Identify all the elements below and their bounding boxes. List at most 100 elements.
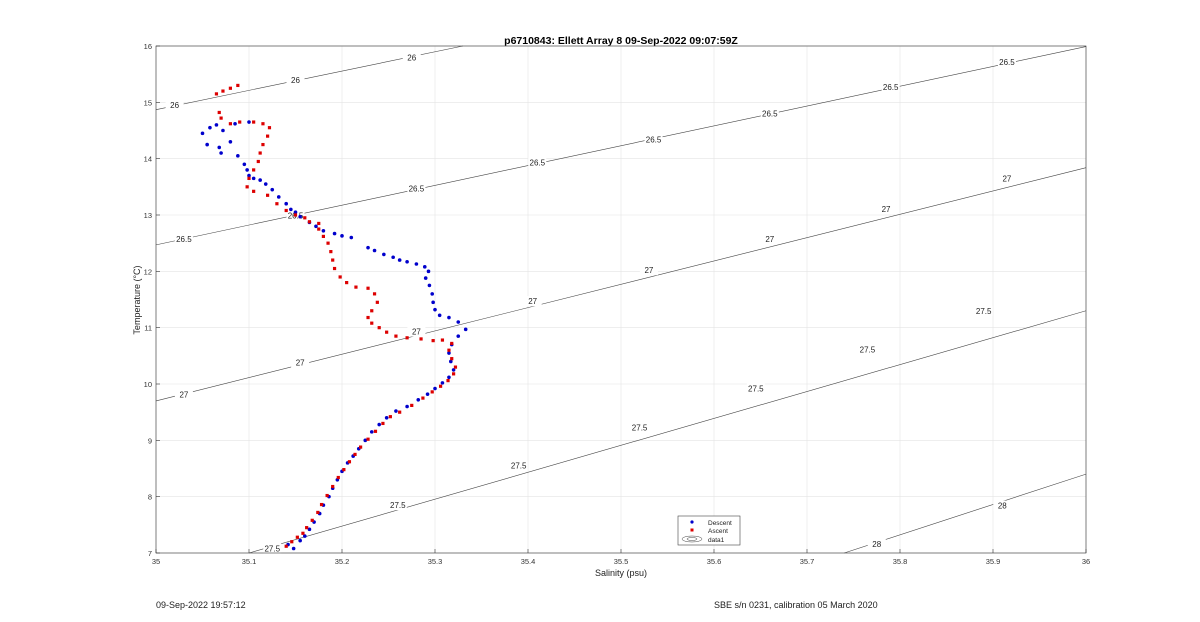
ascent-point	[366, 437, 370, 441]
descent-point	[456, 320, 461, 324]
ascent-point	[256, 159, 260, 164]
contour-label-background	[639, 265, 658, 276]
contour-label-background	[174, 389, 193, 400]
contour-label: 26	[407, 53, 416, 62]
contour-line-27-5	[248, 310, 1087, 554]
descent-point	[258, 178, 262, 182]
ascent-point	[450, 357, 454, 361]
descent-point	[245, 168, 249, 172]
x-tick-label: 35.6	[707, 557, 722, 566]
footer-timestamp: 09-Sep-2022 19:57:12	[156, 600, 246, 610]
ascent-point	[252, 189, 256, 193]
descent-point	[228, 139, 233, 144]
footer-calibration: SBE s/n 0231, calibration 05 March 2020	[714, 600, 878, 610]
ascent-point	[319, 502, 324, 507]
descent-point	[372, 248, 377, 253]
ascent-point	[336, 475, 340, 480]
contour-label-background	[993, 500, 1012, 511]
contour-label: 27.5	[860, 346, 876, 355]
y-tick-label: 11	[144, 324, 152, 333]
y-axis-label: Temperature (°C)	[132, 265, 142, 334]
descent-point	[449, 359, 453, 364]
descent-point	[431, 300, 435, 305]
ascent-point	[317, 227, 321, 231]
contour-label: 26.5	[646, 136, 662, 145]
contour-label: 27	[765, 235, 774, 244]
descent-point	[394, 409, 398, 413]
x-tick-label: 35.4	[521, 557, 536, 566]
contour-label-background	[402, 52, 421, 63]
descent-point	[214, 123, 219, 127]
ascent-point	[430, 390, 434, 394]
descent-point	[276, 195, 281, 199]
descent-point	[366, 245, 370, 250]
x-tick-label: 35.7	[800, 557, 815, 566]
contour-line-27	[155, 167, 1087, 402]
contour-label: 26.5	[176, 235, 192, 244]
descent-point	[377, 422, 382, 427]
y-tick-label: 7	[148, 549, 152, 558]
y-tick-label: 12	[144, 267, 152, 276]
ascent-point	[447, 348, 451, 352]
descent-point	[463, 327, 468, 332]
descent-point	[440, 381, 445, 385]
descent-point	[369, 430, 374, 434]
contour-label: 27	[528, 297, 537, 306]
ascent-point	[388, 415, 392, 419]
x-tick-label: 35.3	[428, 557, 443, 566]
ascent-point	[453, 365, 458, 369]
ascent-point	[446, 379, 450, 383]
ascent-point	[321, 234, 325, 239]
ascent-point	[394, 334, 398, 338]
contour-label-background	[165, 100, 184, 111]
descent-point	[447, 351, 451, 355]
contour-label-background	[523, 296, 542, 307]
contour-label: 26	[291, 76, 300, 85]
ascent-point	[377, 326, 381, 330]
ascent-point	[345, 281, 349, 285]
descent-point	[349, 235, 354, 240]
ascent-point	[385, 330, 389, 334]
contour-label: 26.5	[762, 110, 778, 119]
contour-label: 27	[1002, 174, 1011, 183]
ascent-point	[366, 286, 370, 290]
ascent-point	[316, 510, 320, 515]
descent-point	[298, 538, 302, 543]
legend-entry-contours: data1	[681, 535, 725, 544]
ascent-point	[236, 83, 240, 88]
y-tick-label: 9	[148, 436, 152, 445]
contour-label: 27	[412, 328, 421, 337]
ascent-point	[332, 266, 337, 271]
ascent-point	[452, 372, 456, 376]
ascent-point	[373, 429, 378, 433]
descent-point	[425, 392, 430, 396]
contour-label: 27	[179, 391, 188, 400]
ascent-point	[326, 241, 330, 245]
y-tick-label: 16	[144, 42, 152, 51]
ascent-point	[284, 208, 288, 213]
descent-point	[405, 259, 409, 264]
descent-point	[314, 224, 318, 229]
contour-label-background	[388, 500, 407, 511]
descent-point	[447, 375, 451, 380]
legend[interactable]: Descent Ascent data1	[677, 515, 741, 546]
contour-label-background	[746, 383, 765, 394]
ascent-point	[366, 315, 370, 320]
ascent-point	[353, 452, 357, 457]
ascent-point	[307, 220, 312, 224]
contour-label-background	[997, 173, 1016, 184]
descent-point	[291, 546, 296, 551]
descent-point	[332, 231, 337, 236]
ascent-point	[301, 531, 305, 535]
legend-contour-label: data1	[708, 537, 725, 544]
grid-lines	[155, 45, 1087, 554]
contour-label: 27	[882, 205, 891, 214]
descent-point	[321, 228, 326, 233]
descent-point	[422, 265, 427, 269]
legend-contour-marker	[681, 535, 703, 543]
contour-label-background	[509, 460, 528, 471]
descent-point	[219, 151, 223, 155]
ascent-point	[331, 484, 335, 489]
ascent-point	[440, 338, 445, 342]
legend-contour-marker-inner	[686, 537, 698, 541]
